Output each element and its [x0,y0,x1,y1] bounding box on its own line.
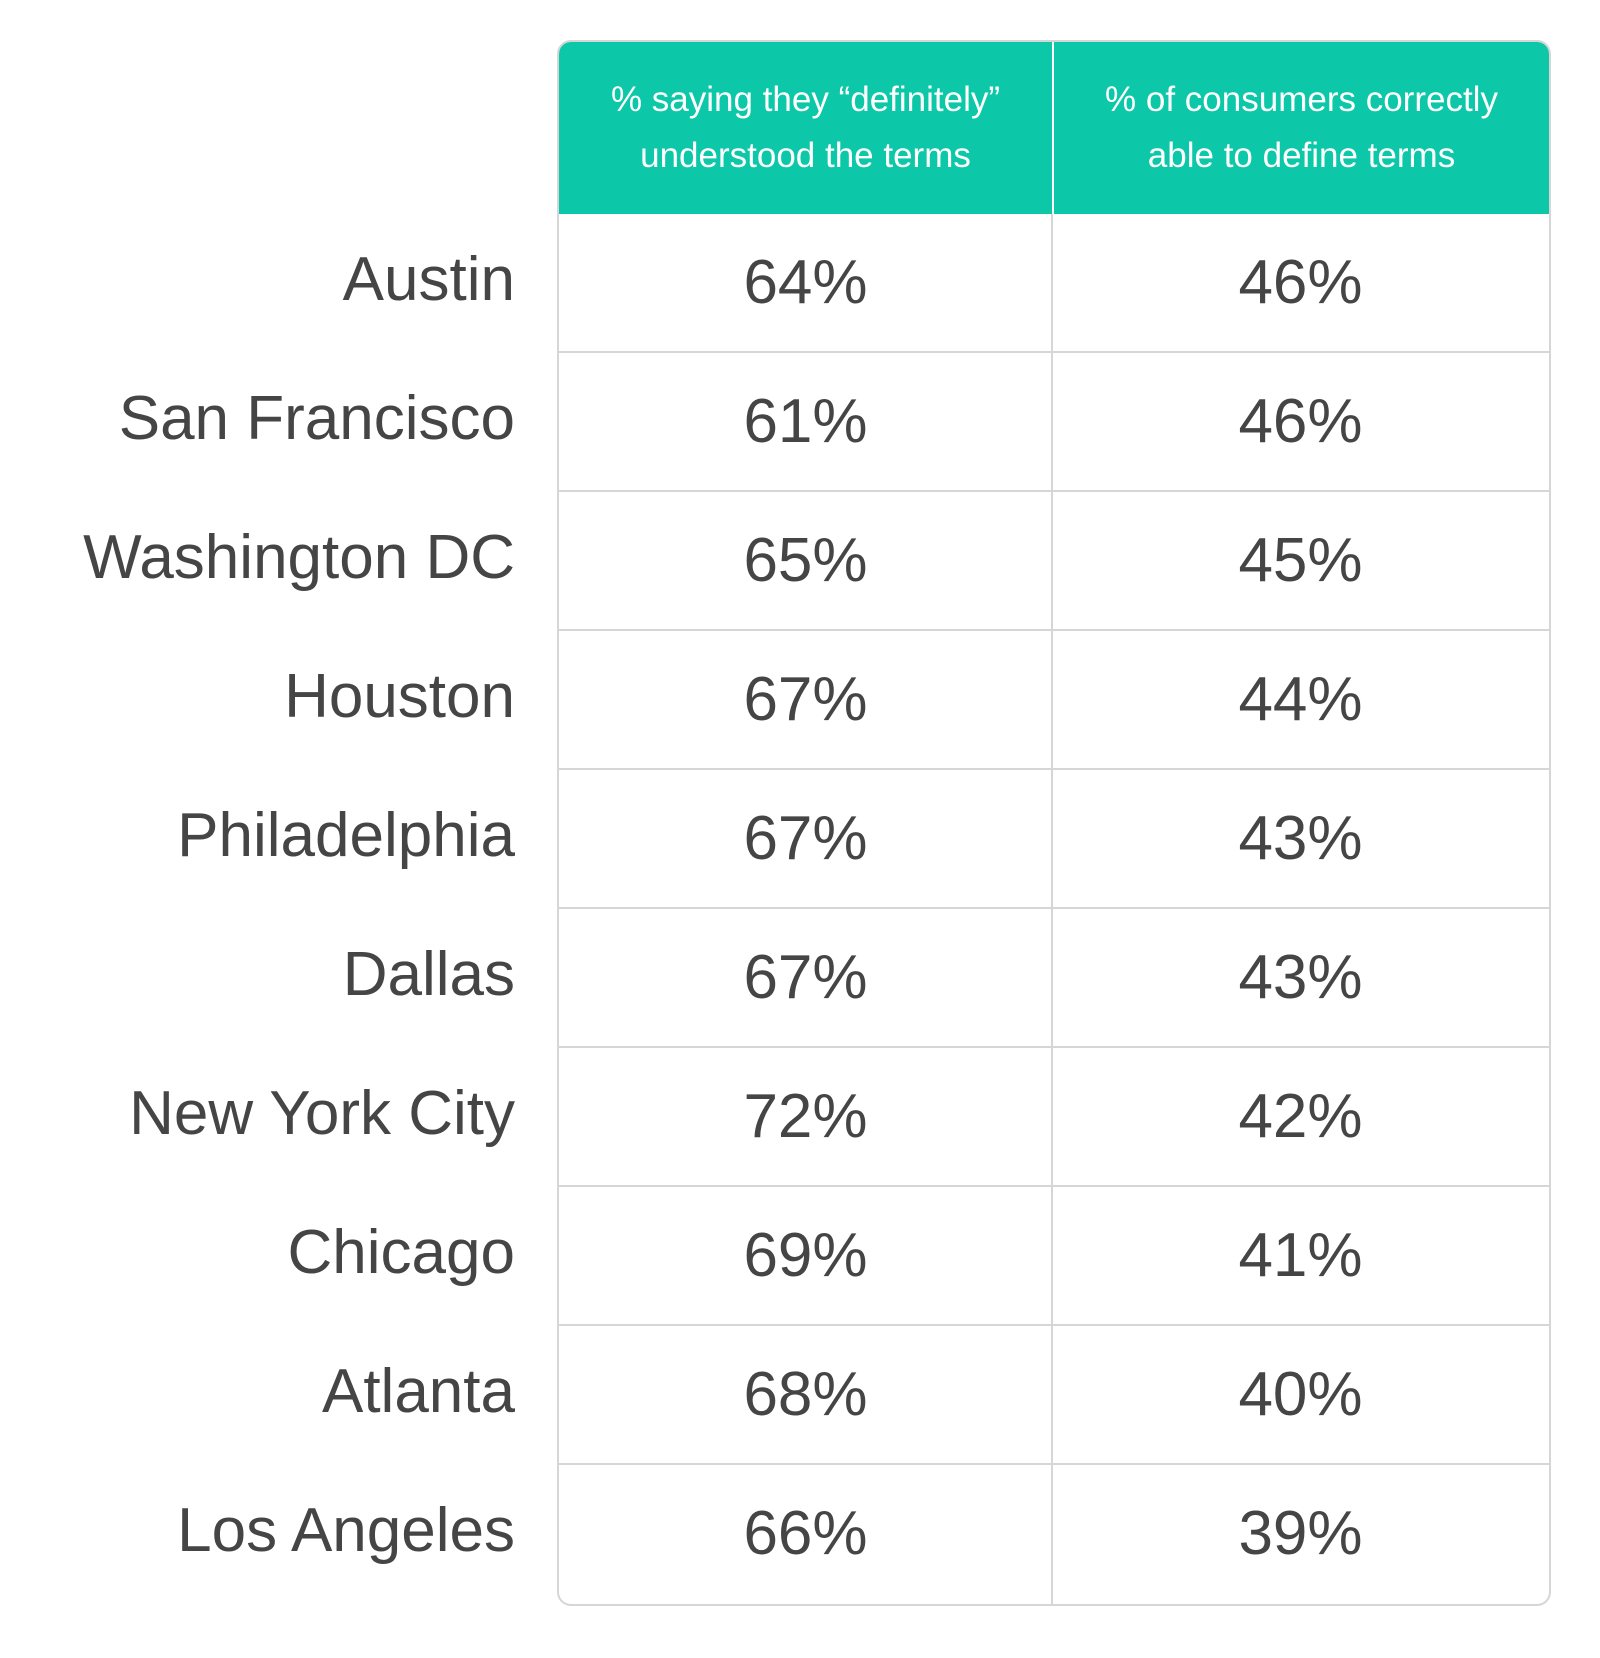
cell-definitely-understood: 65% [743,526,868,595]
table-row: 68% 40% [559,1324,1549,1463]
cell-definitely-understood: 61% [743,387,868,456]
cell-definitely-understood: 64% [743,248,868,317]
column-header-line: % saying they “definitely” [610,80,1001,119]
row-label-city: Philadelphia [177,801,515,870]
table-row: 67% 44% [559,629,1549,768]
cell-definitely-understood: 67% [743,665,868,734]
table-row: 64% 46% [559,214,1549,353]
table-row: 67% 43% [559,907,1549,1046]
column-header-correctly-defined: % of consumers correctly able to define … [1052,42,1549,214]
column-header-line: understood the terms [640,136,971,175]
table-row: 69% 41% [559,1185,1549,1324]
column-divider [1051,214,1053,1604]
row-label-city: New York City [129,1079,515,1148]
column-header-line: % of consumers correctly [1105,80,1498,119]
cell-definitely-understood: 69% [743,1221,868,1290]
cell-definitely-understood: 67% [743,804,868,873]
row-label-city: Los Angeles [177,1496,515,1565]
cell-correctly-defined: 43% [1238,804,1363,873]
row-label-city: San Francisco [118,384,515,453]
row-label-city: Chicago [287,1218,515,1287]
row-label-city: Atlanta [321,1357,515,1426]
table-row: 72% 42% [559,1046,1549,1185]
cell-definitely-understood: 66% [743,1499,868,1568]
cell-definitely-understood: 67% [743,943,868,1012]
table-row: 66% 39% [559,1463,1549,1602]
cell-definitely-understood: 68% [743,1360,868,1429]
cell-correctly-defined: 40% [1238,1360,1363,1429]
column-header-line: able to define terms [1147,136,1456,175]
cell-correctly-defined: 41% [1238,1221,1363,1290]
cell-definitely-understood: 72% [743,1082,868,1151]
cell-correctly-defined: 45% [1238,526,1363,595]
table-row: 61% 46% [559,351,1549,490]
cell-correctly-defined: 46% [1238,387,1363,456]
row-label-city: Austin [342,245,515,314]
table-row: 67% 43% [559,768,1549,907]
table-header: % saying they “definitely” understood th… [559,42,1549,214]
table-row: 65% 45% [559,490,1549,629]
cell-correctly-defined: 43% [1238,943,1363,1012]
row-label-city: Dallas [342,940,515,1009]
row-label-city: Houston [284,662,515,731]
data-table: % saying they “definitely” understood th… [557,40,1551,1606]
cell-correctly-defined: 44% [1238,665,1363,734]
column-header-definitely-understood: % saying they “definitely” understood th… [559,42,1052,214]
cell-correctly-defined: 39% [1238,1499,1363,1568]
row-label-city: Washington DC [83,523,515,592]
cell-correctly-defined: 46% [1238,248,1363,317]
cell-correctly-defined: 42% [1238,1082,1363,1151]
